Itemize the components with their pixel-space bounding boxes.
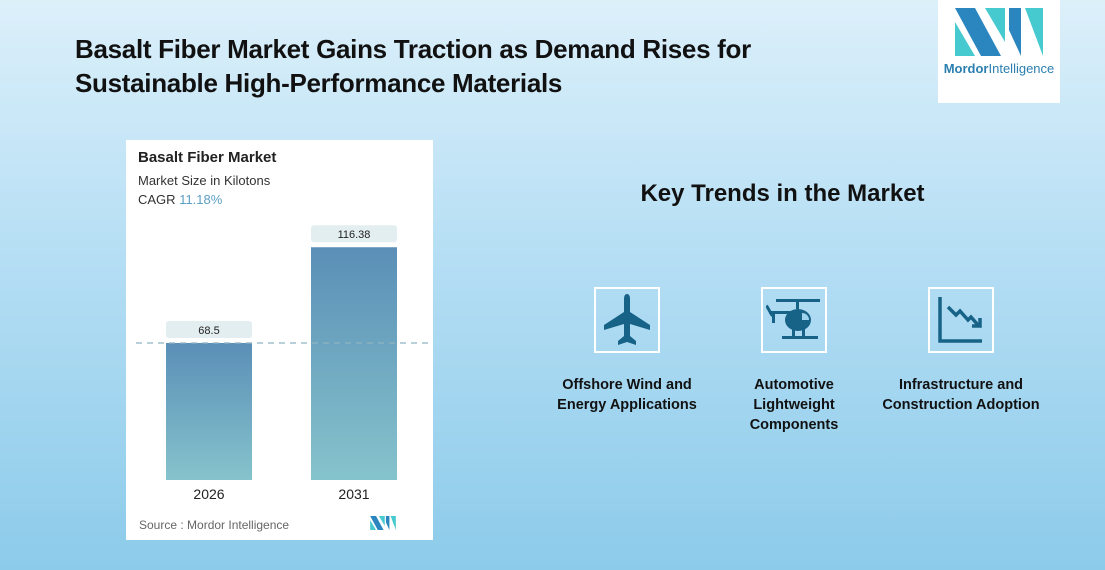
bar-chart: 68.5 2026 116.38 2031 <box>136 225 428 502</box>
chart-title: Basalt Fiber Market <box>138 149 277 166</box>
mordor-logo: MordorIntelligence <box>938 0 1060 103</box>
value-label: 68.5 <box>198 325 219 337</box>
trend-label: Infrastructure and Construction Adoption <box>882 377 1040 413</box>
trend-label: Offshore Wind and Energy Applications <box>557 377 697 413</box>
value-label: 116.38 <box>338 229 371 241</box>
title-line-1: Basalt Fiber Market Gains Traction as De… <box>75 34 751 64</box>
logo-mark-icon <box>955 8 1043 56</box>
key-trends-heading: Key Trends in the Market <box>640 180 925 207</box>
airplane-icon <box>594 287 660 353</box>
title-line-2: Sustainable High-Performance Materials <box>75 68 563 98</box>
trend-item: Infrastructure and Construction Adoption <box>881 287 1041 415</box>
chart-subtitle: Market Size in Kilotons <box>138 173 271 188</box>
x-tick-label: 2031 <box>338 486 369 502</box>
trend-label: Automotive Lightweight Components <box>749 377 839 433</box>
cagr: CAGR 11.18% <box>138 192 223 207</box>
chart-source: Source : Mordor Intelligence <box>139 518 290 532</box>
bar-2031 <box>311 247 397 480</box>
trend-item: Automotive Lightweight Components <box>714 287 874 435</box>
value-label-bg <box>166 321 252 338</box>
page-title: Basalt Fiber Market Gains Traction as De… <box>75 32 751 100</box>
bar-2026 <box>166 343 252 480</box>
trend-item: Offshore Wind and Energy Applications <box>547 287 707 415</box>
declining-chart-icon <box>928 287 994 353</box>
small-logo-icon <box>370 516 396 530</box>
value-label-bg <box>311 225 397 243</box>
x-tick-label: 2026 <box>193 486 224 502</box>
logo-text: MordorIntelligence <box>943 61 1055 76</box>
helicopter-icon <box>761 287 827 353</box>
chart-card: Basalt Fiber Market Market Size in Kilot… <box>126 140 433 540</box>
